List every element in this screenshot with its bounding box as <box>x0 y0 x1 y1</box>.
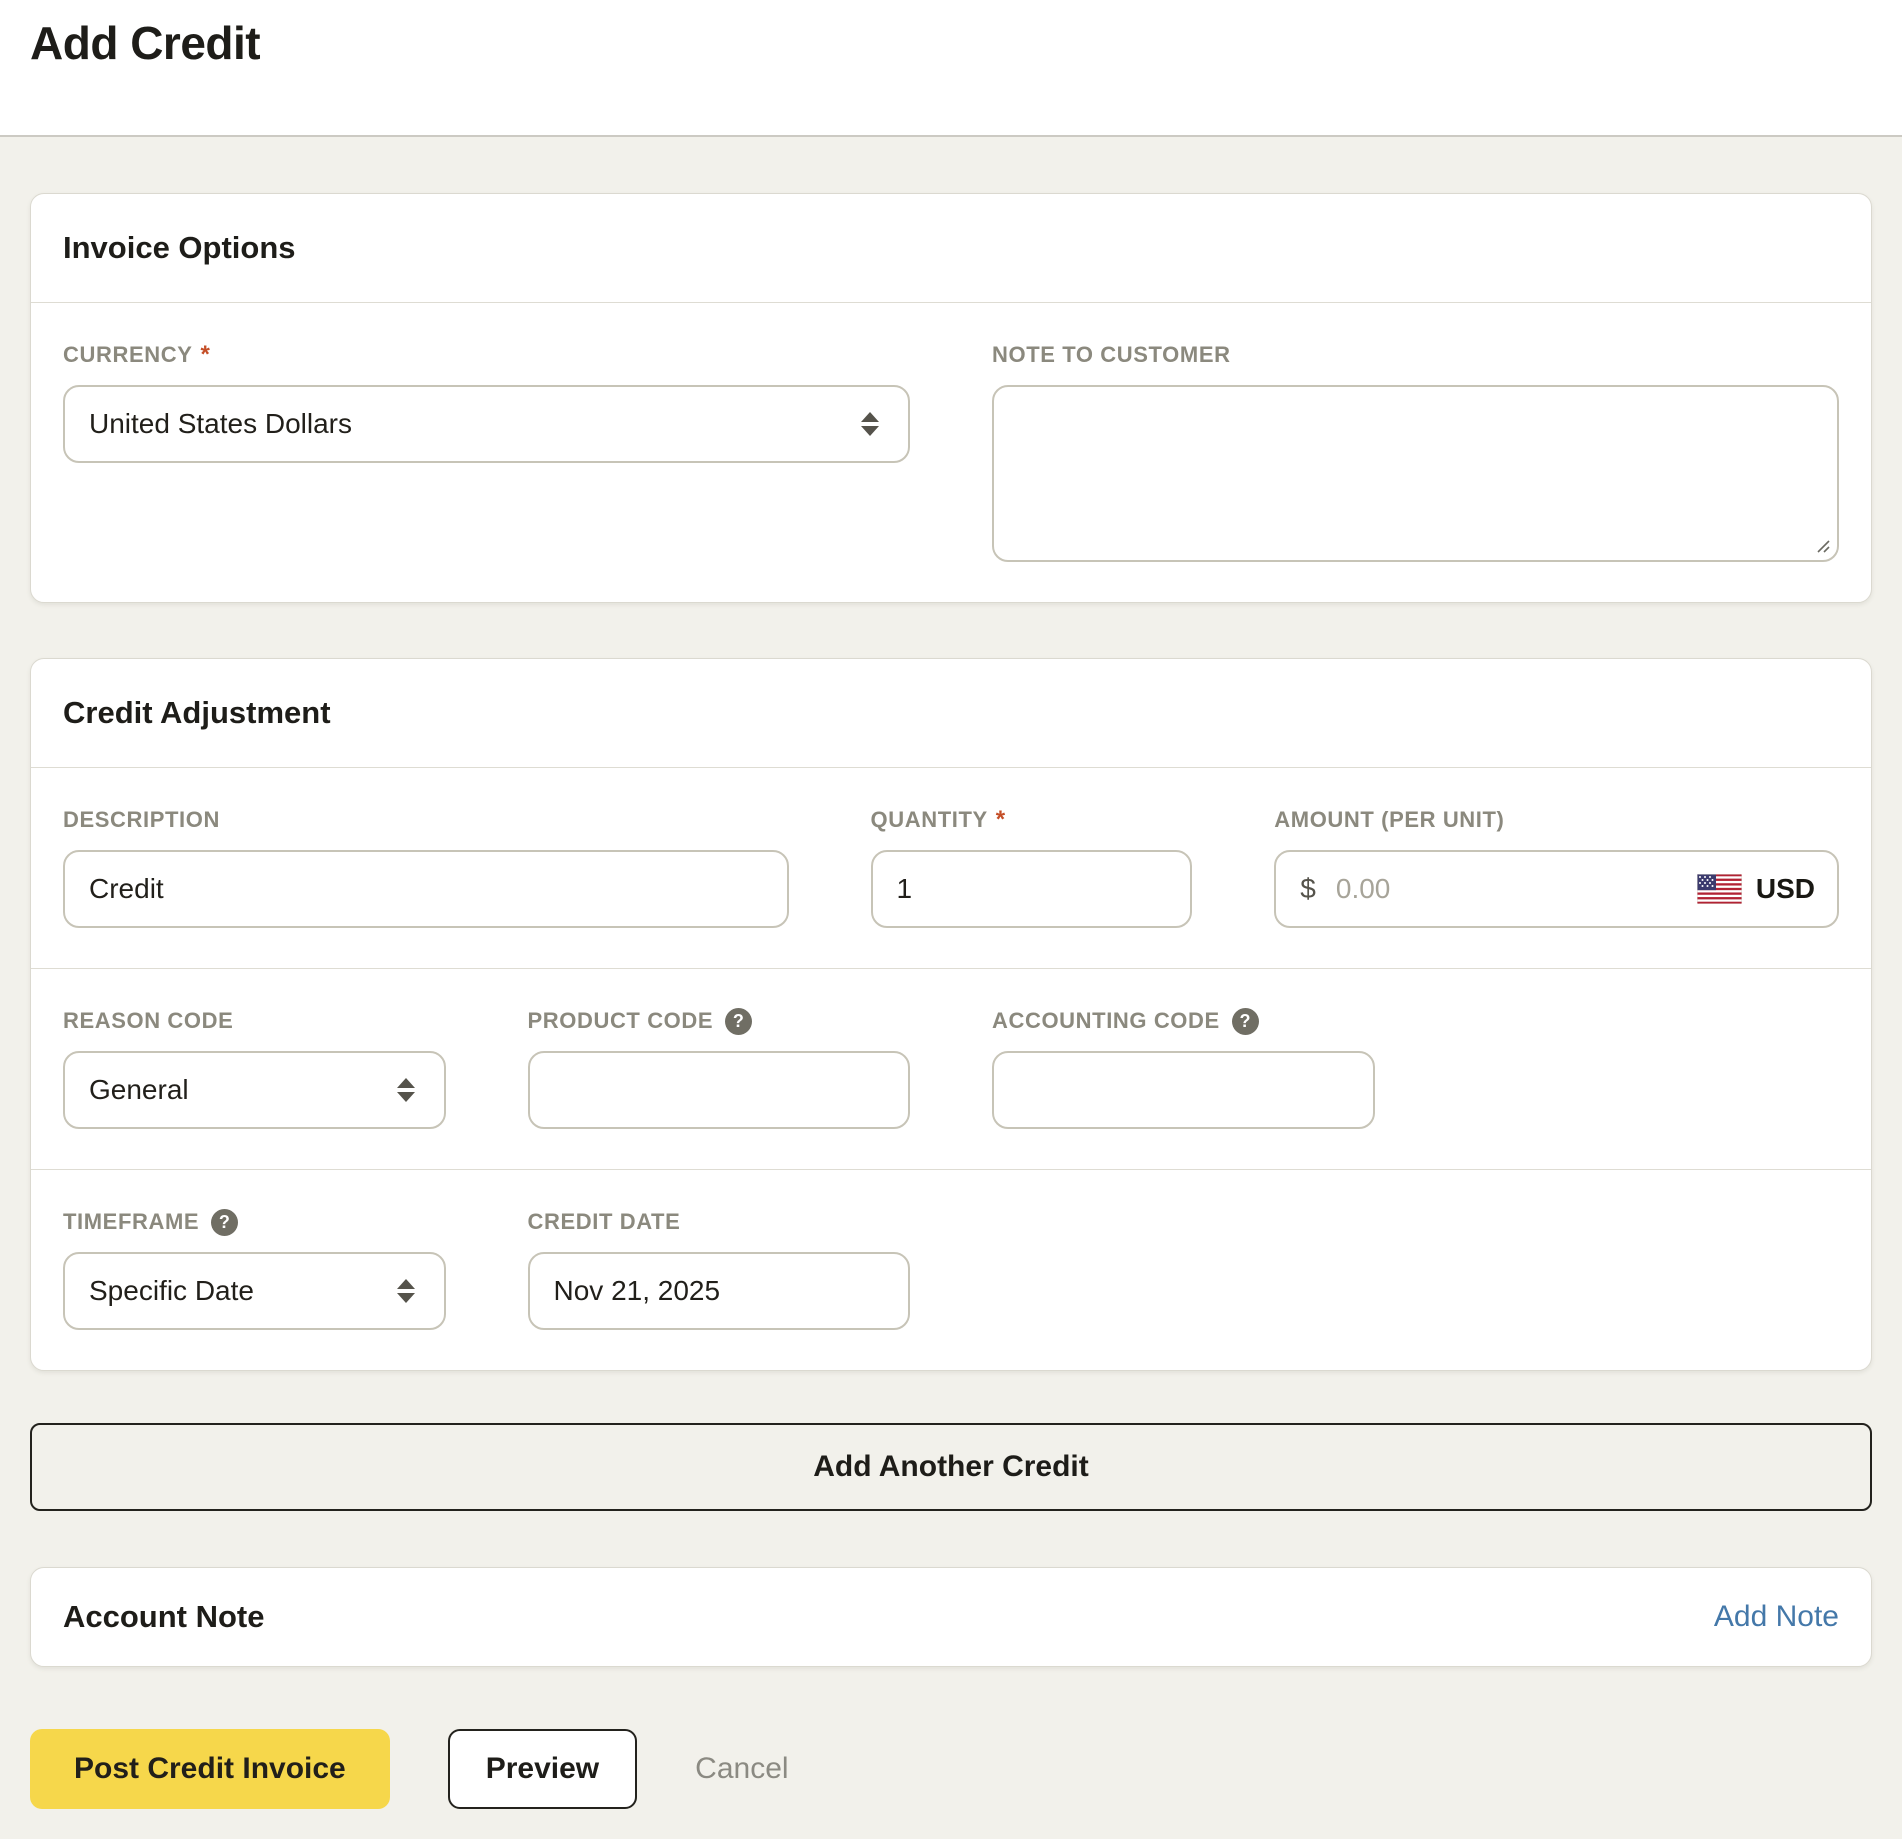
accounting-code-label-text: ACCOUNTING CODE <box>992 1008 1220 1033</box>
timeframe-label-text: TIMEFRAME <box>63 1209 200 1234</box>
page-title: Add Credit <box>30 17 261 69</box>
preview-button[interactable]: Preview <box>447 1729 638 1809</box>
timeframe-select-value: Specific Date <box>89 1275 254 1306</box>
quantity-field: QUANTITY * <box>870 806 1193 928</box>
add-another-credit-button[interactable]: Add Another Credit <box>30 1423 1872 1511</box>
note-to-customer-label: NOTE TO CUSTOMER <box>992 341 1839 369</box>
quantity-label-text: QUANTITY <box>870 807 988 832</box>
reason-code-select-value: General <box>89 1074 189 1105</box>
currency-code: USD <box>1755 873 1815 904</box>
accounting-code-label: ACCOUNTING CODE ? <box>992 1007 1375 1035</box>
description-field: DESCRIPTION <box>63 806 789 928</box>
action-bar: Post Credit Invoice Preview Cancel <box>30 1729 1872 1809</box>
timeframe-label: TIMEFRAME ? <box>63 1208 446 1236</box>
amount-input[interactable] <box>1335 873 1697 905</box>
description-label: DESCRIPTION <box>63 806 789 834</box>
credit-adjustment-row-3: TIMEFRAME ? Specific Date CREDIT DATE <box>31 1169 1871 1370</box>
credit-date-field: CREDIT DATE <box>527 1208 911 1330</box>
post-credit-invoice-button[interactable]: Post Credit Invoice <box>30 1729 390 1809</box>
currency-symbol: $ <box>1300 873 1316 904</box>
currency-select[interactable]: United States Dollars <box>63 385 910 463</box>
us-flag-icon <box>1696 874 1742 904</box>
note-to-customer-label-text: NOTE TO CUSTOMER <box>992 342 1231 367</box>
chevron-updown-icon <box>396 1078 415 1102</box>
reason-code-field: REASON CODE General <box>63 1007 446 1129</box>
credit-date-label: CREDIT DATE <box>528 1208 911 1236</box>
description-input[interactable] <box>63 850 789 928</box>
product-code-input[interactable] <box>527 1051 910 1129</box>
invoice-options-title: Invoice Options <box>63 230 296 265</box>
invoice-options-header: Invoice Options <box>31 194 1871 303</box>
accounting-code-input[interactable] <box>992 1051 1375 1129</box>
amount-label-text: AMOUNT (PER UNIT) <box>1274 807 1505 832</box>
help-icon[interactable]: ? <box>211 1208 239 1236</box>
reason-code-select[interactable]: General <box>63 1051 446 1129</box>
reason-code-label: REASON CODE <box>63 1007 446 1035</box>
quantity-label: QUANTITY * <box>871 806 1193 834</box>
credit-adjustment-row-1: DESCRIPTION QUANTITY * AMOUNT (PER UNIT)… <box>31 768 1871 968</box>
page-content: Invoice Options CURRENCY * United States… <box>0 137 1902 1839</box>
product-code-label: PRODUCT CODE ? <box>528 1007 911 1035</box>
help-icon[interactable]: ? <box>1231 1007 1259 1035</box>
credit-date-label-text: CREDIT DATE <box>527 1209 681 1234</box>
currency-field: CURRENCY * United States Dollars <box>63 341 910 463</box>
product-code-field: PRODUCT CODE ? <box>527 1007 911 1129</box>
cancel-button[interactable]: Cancel <box>695 1752 789 1785</box>
description-label-text: DESCRIPTION <box>63 807 220 832</box>
product-code-label-text: PRODUCT CODE <box>527 1008 714 1033</box>
amount-currency: USD <box>1696 873 1815 905</box>
credit-adjustment-title: Credit Adjustment <box>63 695 331 730</box>
account-note-title: Account Note <box>63 1599 265 1634</box>
currency-select-value: United States Dollars <box>89 408 353 439</box>
add-note-link[interactable]: Add Note <box>1713 1600 1839 1633</box>
reason-code-label-text: REASON CODE <box>63 1008 234 1033</box>
credit-adjustment-row-2: REASON CODE General PRODUCT CODE ? <box>31 968 1871 1169</box>
note-to-customer-field: NOTE TO CUSTOMER <box>992 341 1839 562</box>
credit-date-input[interactable] <box>527 1252 910 1330</box>
note-to-customer-textarea[interactable] <box>992 385 1839 562</box>
chevron-updown-icon <box>396 1279 415 1303</box>
timeframe-field: TIMEFRAME ? Specific Date <box>63 1208 446 1330</box>
quantity-input[interactable] <box>870 850 1193 928</box>
account-note-card: Account Note Add Note <box>30 1567 1872 1667</box>
amount-control: $ <box>1274 850 1839 928</box>
currency-label: CURRENCY * <box>63 341 910 369</box>
amount-label: AMOUNT (PER UNIT) <box>1274 806 1839 834</box>
amount-field: AMOUNT (PER UNIT) $ <box>1274 806 1839 928</box>
invoice-options-body: CURRENCY * United States Dollars NOTE TO… <box>31 303 1871 602</box>
help-icon[interactable]: ? <box>725 1007 753 1035</box>
currency-label-text: CURRENCY <box>63 342 193 367</box>
required-marker: * <box>200 341 211 368</box>
required-marker: * <box>995 806 1006 833</box>
page-header: Add Credit <box>0 0 1902 137</box>
accounting-code-field: ACCOUNTING CODE ? <box>992 1007 1375 1129</box>
invoice-options-card: Invoice Options CURRENCY * United States… <box>30 193 1872 603</box>
timeframe-select[interactable]: Specific Date <box>63 1252 446 1330</box>
note-to-customer-textarea-wrap <box>992 385 1839 562</box>
credit-adjustment-header: Credit Adjustment <box>31 659 1871 768</box>
credit-adjustment-card: Credit Adjustment DESCRIPTION QUANTITY *… <box>30 658 1872 1371</box>
chevron-updown-icon <box>861 412 879 436</box>
